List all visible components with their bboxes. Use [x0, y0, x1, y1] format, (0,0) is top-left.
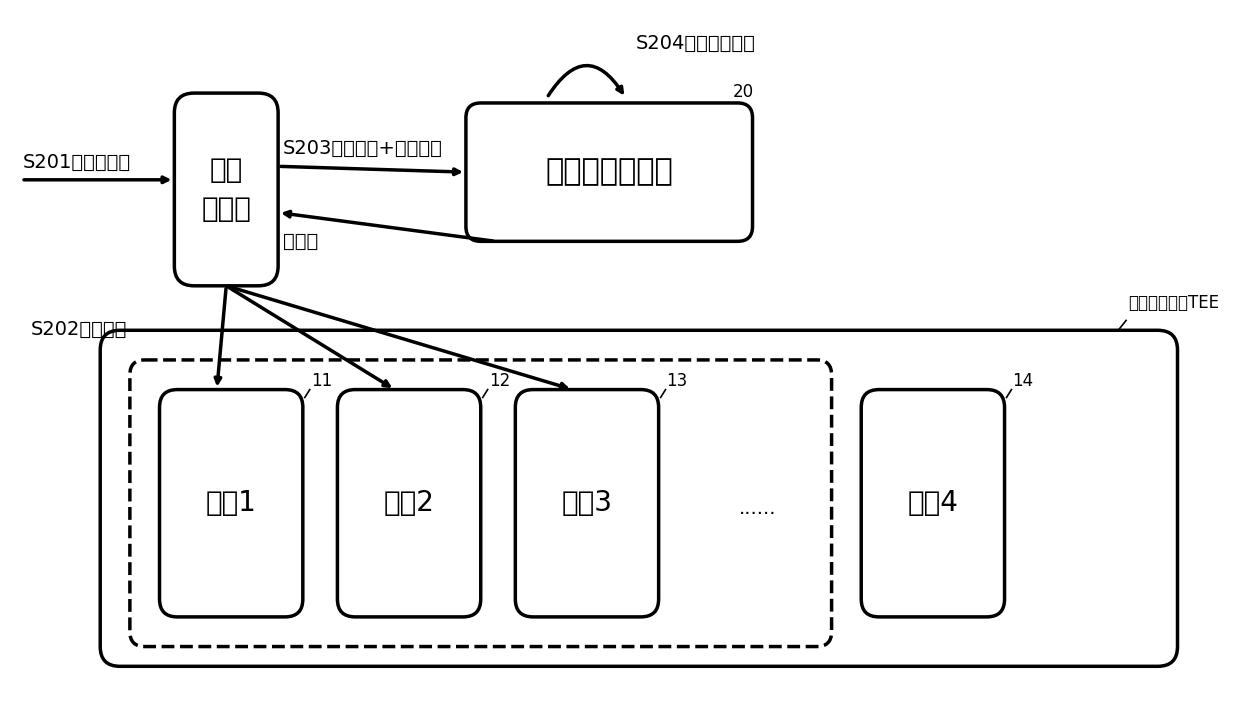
Text: 任务2: 任务2	[384, 489, 435, 518]
Text: 任务1: 任务1	[206, 489, 256, 518]
FancyBboxPatch shape	[861, 389, 1005, 617]
Text: S202，组标识: S202，组标识	[31, 321, 128, 339]
Text: 可信证书生成器: 可信证书生成器	[545, 158, 673, 187]
FancyBboxPatch shape	[466, 103, 752, 241]
Text: 任务4: 任务4	[907, 489, 958, 518]
FancyBboxPatch shape	[160, 389, 302, 617]
Text: 14: 14	[1012, 372, 1033, 389]
Text: 可信执行环境TEE: 可信执行环境TEE	[1127, 295, 1219, 312]
FancyBboxPatch shape	[130, 360, 831, 646]
Text: 根证书: 根证书	[282, 232, 318, 251]
FancyBboxPatch shape	[100, 330, 1177, 666]
Text: 11: 11	[311, 372, 332, 389]
FancyBboxPatch shape	[175, 93, 278, 286]
Text: ......: ......	[738, 498, 776, 518]
Text: 任务3: 任务3	[561, 489, 612, 518]
Text: 12: 12	[488, 372, 510, 389]
Text: S203，组标识+哈希列表: S203，组标识+哈希列表	[282, 139, 442, 159]
Text: S204，生成证书链: S204，生成证书链	[636, 34, 756, 53]
FancyBboxPatch shape	[337, 389, 481, 617]
Text: 13: 13	[667, 372, 688, 389]
Text: 配置
管理器: 配置 管理器	[201, 156, 252, 223]
FancyBboxPatch shape	[515, 389, 659, 617]
Text: S201，配置请求: S201，配置请求	[24, 153, 131, 172]
Text: 20: 20	[732, 83, 753, 101]
